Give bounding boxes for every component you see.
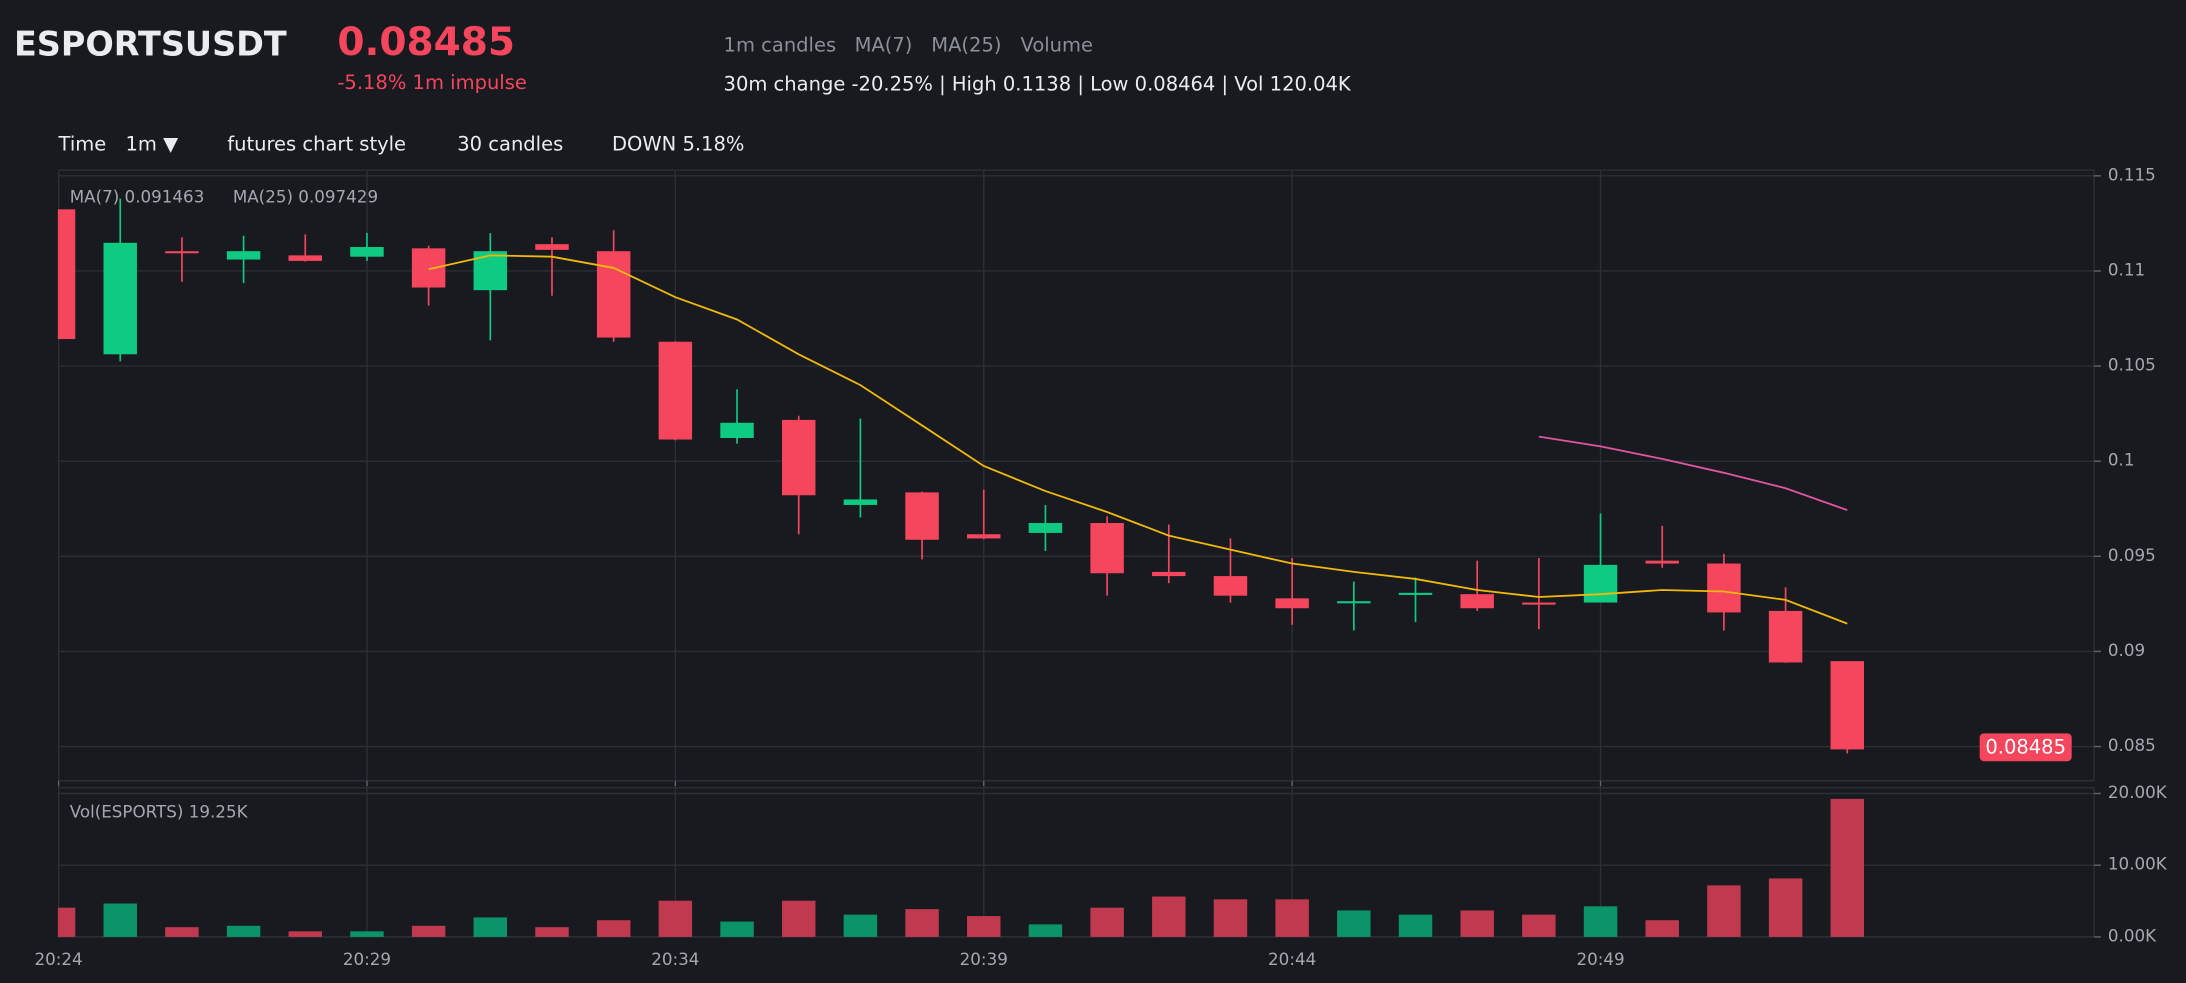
volume-bar <box>226 925 261 937</box>
y-tick-label: 0.105 <box>2108 355 2156 375</box>
volume-bar <box>1460 910 1494 937</box>
candle-body <box>905 492 939 540</box>
candle-body <box>473 251 508 291</box>
ma25-label: MA(25) 0.097429 <box>233 187 378 207</box>
candle-body <box>288 255 323 261</box>
volume-bar <box>535 927 569 937</box>
volume-bar <box>843 914 878 937</box>
symbol: ESPORTSUSDT <box>14 25 287 64</box>
y-tick-label: 0.085 <box>2108 735 2156 755</box>
volume-label: Vol(ESPORTS) 19.25K <box>70 801 249 821</box>
volume-bar <box>1275 899 1309 937</box>
volume-bar <box>1337 910 1371 937</box>
volume-bar <box>1028 924 1063 937</box>
volume-bar <box>1398 914 1433 937</box>
volume-bar <box>781 900 816 937</box>
time-label: Time <box>58 133 107 156</box>
candle-body <box>1460 594 1494 609</box>
volume-bar <box>720 921 754 937</box>
candle-body <box>1583 564 1618 603</box>
candle-body <box>1707 563 1741 613</box>
x-tick-label: 20:44 <box>1268 949 1316 969</box>
volume-bar <box>1645 920 1679 937</box>
y-tick-label: 20.00K <box>2108 782 2168 802</box>
volume-bar <box>288 931 323 937</box>
y-tick-label: 0.115 <box>2108 164 2156 184</box>
volume-bar <box>1583 906 1618 937</box>
legend-item: Volume <box>1021 34 1094 57</box>
candle-body <box>1213 576 1248 596</box>
candle-body <box>967 534 1001 539</box>
grid: 0.085 0.09 0.095 0.1 0.105 0.11 0.115 0.00K 10.0… <box>34 164 2167 969</box>
ma7-label: MA(7) 0.091463 <box>70 187 205 207</box>
price-tag-text: 0.08485 <box>1985 736 2066 759</box>
volume-bar <box>1213 899 1248 937</box>
volume-bar <box>596 920 631 937</box>
marks <box>41 198 1864 937</box>
volume-bar <box>473 917 508 937</box>
candle-body <box>1522 602 1556 605</box>
volume-bar <box>1090 907 1124 937</box>
candle-body <box>843 499 878 505</box>
volume-bar <box>1522 914 1556 937</box>
candle-body <box>1830 661 1864 750</box>
candle-body <box>1090 523 1124 574</box>
volume-bar <box>103 903 137 937</box>
x-tick-label: 20:39 <box>960 949 1008 969</box>
candle-body <box>1152 571 1186 577</box>
volume-bar <box>905 909 939 937</box>
x-tick-label: 20:24 <box>34 949 82 969</box>
y-tick-label: 0.09 <box>2108 640 2145 660</box>
candle-body <box>1275 598 1309 609</box>
stats: 30m change -20.25% | High 0.1138 | Low 0… <box>724 73 1352 96</box>
candle-body <box>1398 592 1433 595</box>
candle-body <box>103 242 137 355</box>
legend-item: MA(25) <box>931 34 1001 57</box>
volume-bar <box>1152 896 1186 937</box>
y-tick-label: 0.095 <box>2108 545 2156 565</box>
impulse: -5.18% 1m impulse <box>337 71 527 94</box>
y-tick-label: 0.1 <box>2108 450 2135 470</box>
y-tick-label: 0.11 <box>2108 259 2145 279</box>
left-mask <box>0 170 58 944</box>
legend-item: 1m candles <box>724 34 837 57</box>
ma-line <box>428 254 1848 625</box>
x-tick-label: 20:29 <box>343 949 391 969</box>
candle-body <box>535 244 569 250</box>
volume-bar <box>165 927 199 937</box>
chart-style[interactable]: futures chart style <box>227 133 406 156</box>
candle-body <box>411 248 446 288</box>
volume-bar <box>1830 798 1864 937</box>
legend-item: MA(7) <box>855 34 913 57</box>
candle-body <box>1028 523 1063 533</box>
candle-body <box>781 419 816 496</box>
y-tick-label: 10.00K <box>2108 854 2168 874</box>
volume-bar <box>411 925 446 937</box>
ma-line <box>1538 435 1848 511</box>
volume-bar <box>658 900 693 937</box>
candle-count: 30 candles <box>457 133 563 156</box>
y-tick-label: 0.00K <box>2108 925 2157 945</box>
candle-body <box>350 247 384 257</box>
volume-bar <box>1707 885 1741 937</box>
volume-bar <box>967 916 1001 937</box>
candle-body <box>596 251 631 338</box>
candle-body <box>658 341 693 440</box>
x-tick-label: 20:49 <box>1576 949 1624 969</box>
candle-body <box>720 422 754 438</box>
direction: DOWN 5.18% <box>612 133 744 156</box>
volume-bar <box>1768 878 1803 937</box>
x-tick-label: 20:34 <box>651 949 699 969</box>
candle-body <box>1768 610 1803 663</box>
interval-select[interactable]: 1m ▼ <box>125 133 178 156</box>
candle-body <box>226 251 261 260</box>
price-tag <box>1979 733 2072 762</box>
candle-body <box>1645 560 1679 564</box>
volume-bar <box>350 931 384 937</box>
candle-body <box>1337 601 1371 604</box>
last-price: 0.08485 <box>337 20 515 65</box>
candle-body <box>165 251 199 254</box>
